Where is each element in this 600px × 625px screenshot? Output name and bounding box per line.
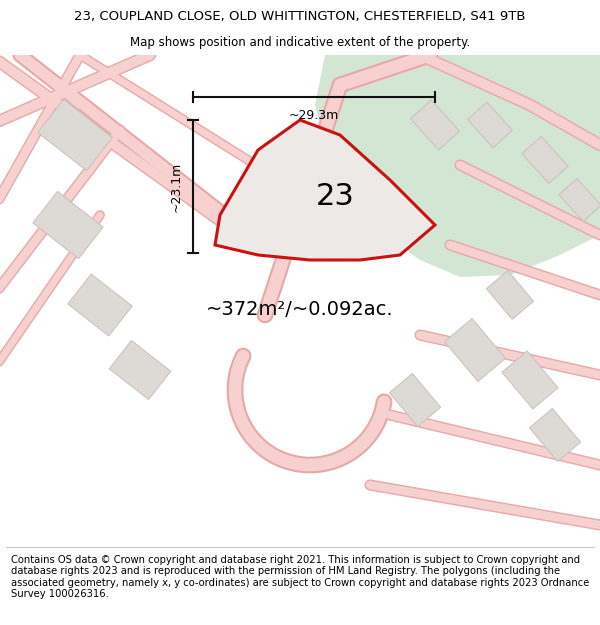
Polygon shape [38, 99, 112, 171]
Polygon shape [315, 55, 600, 277]
Text: ~29.3m: ~29.3m [289, 109, 339, 122]
Polygon shape [529, 409, 581, 461]
Text: Contains OS data © Crown copyright and database right 2021. This information is : Contains OS data © Crown copyright and d… [11, 554, 589, 599]
Polygon shape [389, 374, 440, 426]
Text: 23: 23 [316, 182, 355, 211]
Text: ~372m²/~0.092ac.: ~372m²/~0.092ac. [206, 301, 394, 319]
Polygon shape [445, 319, 506, 381]
Polygon shape [522, 136, 568, 184]
Polygon shape [487, 271, 533, 319]
Text: 23, COUPLAND CLOSE, OLD WHITTINGTON, CHESTERFIELD, S41 9TB: 23, COUPLAND CLOSE, OLD WHITTINGTON, CHE… [74, 10, 526, 23]
Polygon shape [109, 341, 171, 399]
Polygon shape [68, 274, 132, 336]
Polygon shape [33, 191, 103, 259]
Polygon shape [467, 102, 512, 148]
Polygon shape [502, 351, 558, 409]
Polygon shape [215, 120, 435, 260]
Polygon shape [559, 179, 600, 221]
Text: ~23.1m: ~23.1m [170, 161, 183, 212]
Polygon shape [410, 100, 460, 150]
Text: Map shows position and indicative extent of the property.: Map shows position and indicative extent… [130, 36, 470, 49]
